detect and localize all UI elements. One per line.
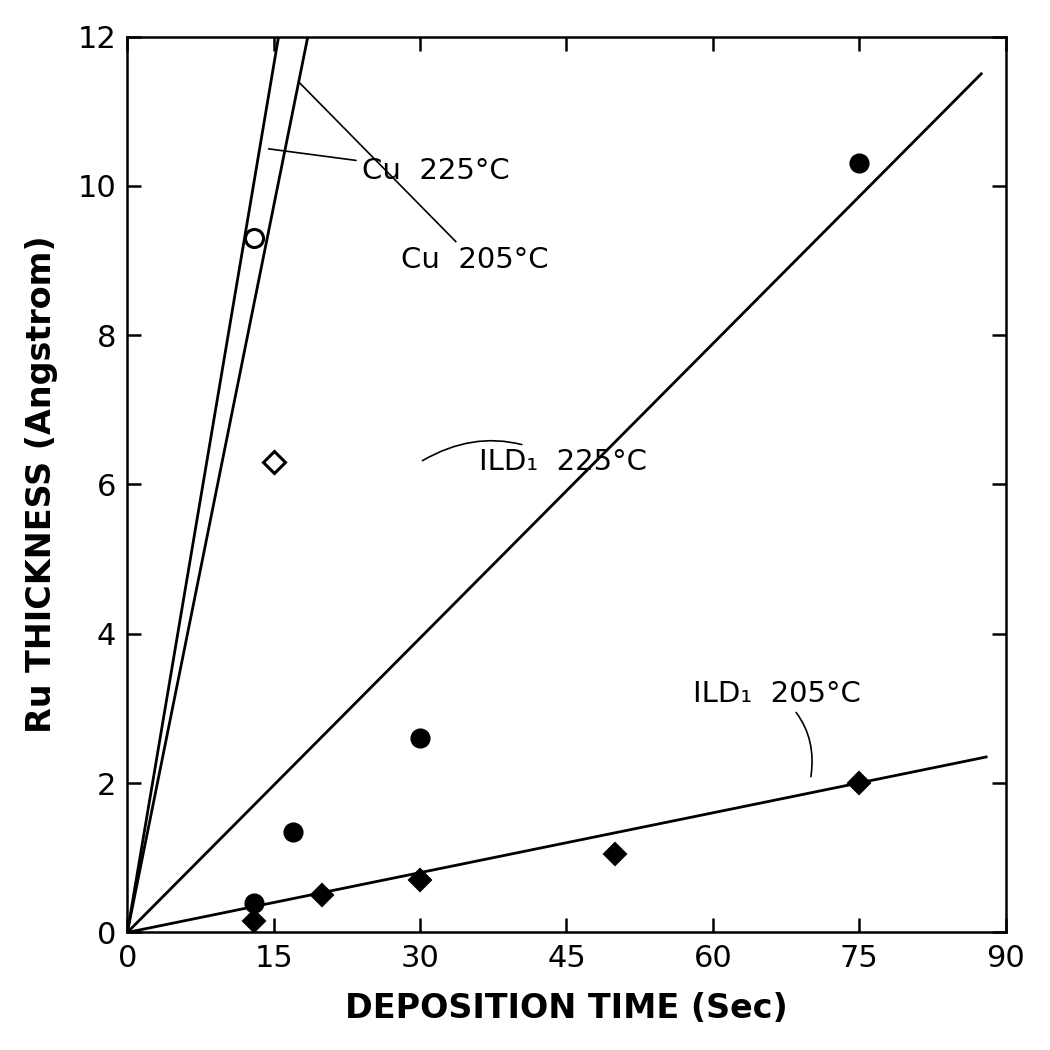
Text: ILD₁  225°C: ILD₁ 225°C [422, 441, 647, 476]
Text: ILD₁  205°C: ILD₁ 205°C [693, 679, 861, 777]
X-axis label: DEPOSITION TIME (Sec): DEPOSITION TIME (Sec) [345, 992, 788, 1025]
Text: Cu  225°C: Cu 225°C [269, 149, 509, 185]
Text: Cu  205°C: Cu 205°C [300, 83, 548, 274]
Y-axis label: Ru THICKNESS (Angstrom): Ru THICKNESS (Angstrom) [25, 235, 58, 733]
